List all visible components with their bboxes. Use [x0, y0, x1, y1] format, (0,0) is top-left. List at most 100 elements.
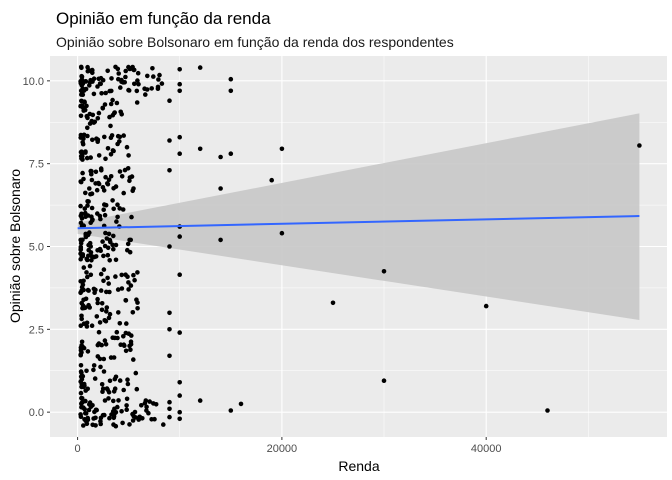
data-point	[130, 310, 136, 315]
data-point	[92, 376, 98, 381]
data-point	[87, 186, 92, 191]
data-point	[90, 70, 95, 76]
data-point	[177, 393, 182, 398]
data-point	[147, 399, 152, 404]
data-point	[107, 237, 113, 243]
data-point	[107, 311, 113, 317]
data-point	[81, 297, 86, 303]
data-point	[228, 408, 234, 413]
data-point	[90, 137, 95, 143]
data-point	[79, 216, 85, 221]
data-point	[144, 404, 149, 410]
data-point	[96, 110, 102, 116]
data-point	[102, 412, 107, 418]
data-point	[105, 252, 111, 258]
data-point	[100, 105, 105, 111]
data-point	[177, 81, 182, 87]
data-point	[177, 67, 182, 72]
data-point	[159, 81, 165, 86]
data-point	[115, 141, 120, 147]
data-point	[123, 298, 128, 303]
y-axis-title: Opinião sobre Bolsonaro	[7, 169, 23, 323]
data-point	[79, 253, 85, 259]
data-point	[115, 404, 120, 410]
data-point	[124, 403, 129, 408]
data-point	[123, 68, 128, 74]
data-point	[167, 310, 172, 316]
data-point	[218, 237, 223, 243]
data-point	[88, 191, 93, 197]
data-point	[142, 400, 148, 406]
data-point	[80, 92, 86, 97]
data-point	[167, 406, 172, 412]
data-point	[167, 414, 172, 420]
data-point	[79, 103, 85, 109]
regression-line	[77, 215, 640, 230]
data-point	[132, 409, 138, 415]
data-point	[82, 417, 87, 422]
data-point	[156, 77, 161, 82]
data-point	[130, 188, 135, 194]
data-point	[82, 407, 87, 412]
data-point	[116, 76, 121, 82]
data-point	[95, 296, 100, 302]
data-point	[106, 396, 111, 401]
data-point	[135, 70, 141, 76]
data-point	[85, 287, 91, 293]
data-point	[85, 417, 91, 423]
data-point	[103, 230, 108, 236]
data-point	[127, 422, 132, 427]
data-point	[104, 309, 109, 314]
data-point	[93, 169, 99, 175]
data-point	[637, 143, 642, 148]
data-point	[125, 381, 131, 387]
data-point	[118, 85, 123, 90]
y-tick-label: 10.0	[23, 76, 44, 88]
data-point	[115, 214, 120, 220]
data-point	[86, 253, 91, 259]
data-point	[146, 410, 151, 416]
data-point	[121, 334, 126, 339]
data-point	[100, 386, 106, 392]
data-point	[78, 179, 84, 185]
data-point	[89, 218, 95, 223]
data-point	[101, 356, 107, 362]
data-point	[96, 153, 102, 158]
data-point	[82, 100, 87, 105]
data-point	[100, 239, 105, 244]
data-point	[95, 139, 100, 144]
data-point	[110, 97, 115, 103]
data-point	[78, 64, 84, 70]
data-point	[78, 279, 83, 284]
data-point	[88, 404, 94, 410]
data-point	[78, 244, 84, 250]
data-point	[197, 65, 203, 70]
data-point	[85, 349, 91, 354]
data-point	[93, 254, 99, 259]
data-point	[161, 422, 166, 427]
data-point	[101, 207, 106, 212]
data-point	[91, 416, 96, 421]
data-point	[483, 303, 489, 309]
data-point	[120, 420, 125, 426]
data-point	[149, 417, 154, 422]
data-point	[95, 354, 101, 359]
data-point	[131, 357, 136, 362]
chart-title: Opinião em função da renda	[56, 9, 271, 28]
data-point	[228, 88, 234, 94]
data-point	[125, 377, 130, 383]
data-point	[96, 341, 102, 346]
data-point	[85, 231, 90, 237]
data-point	[381, 378, 387, 384]
data-point	[86, 247, 91, 253]
data-point	[114, 100, 120, 106]
data-point	[94, 187, 100, 193]
data-point	[111, 186, 116, 191]
data-point	[177, 416, 182, 422]
data-point	[108, 123, 113, 129]
data-point	[133, 370, 139, 376]
confidence-band	[77, 113, 640, 321]
data-point	[145, 73, 150, 79]
data-point	[88, 77, 93, 83]
data-point	[90, 112, 96, 118]
